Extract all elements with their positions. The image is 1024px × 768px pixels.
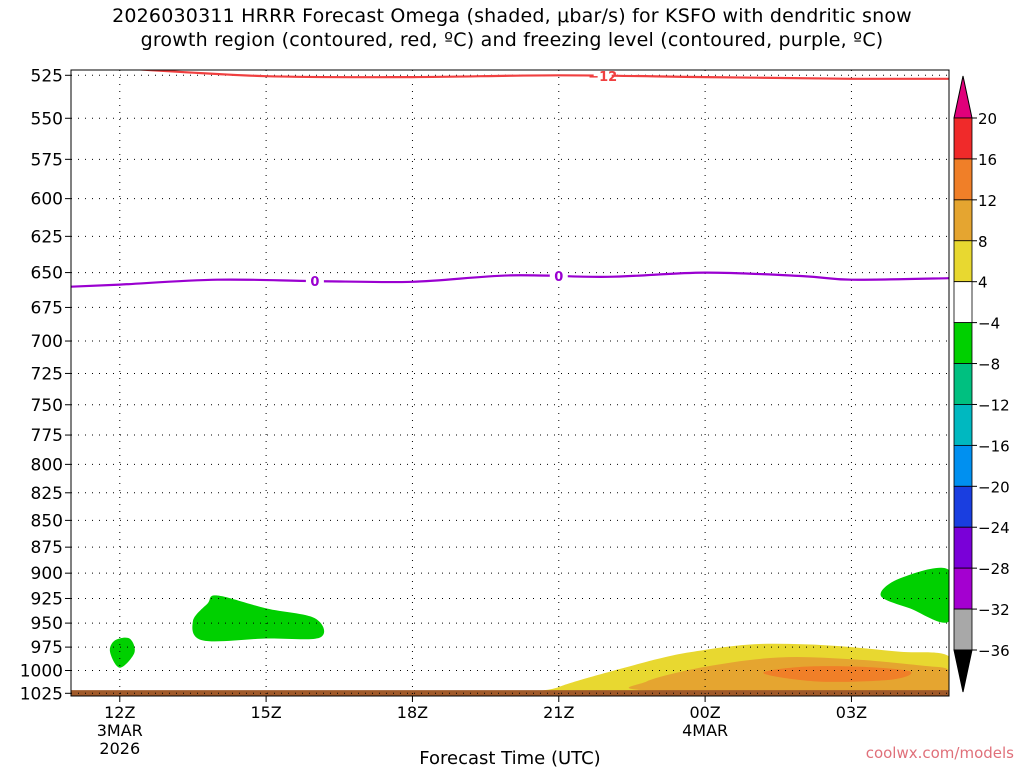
colorbar-label-2: 12 [978,192,997,210]
colorbar-top-triangle [953,75,973,119]
x-tick-label-18Z: 18Z [397,703,428,722]
colorbar-swatch-4 [953,281,973,324]
colorbar-label-7: −12 [978,396,1010,414]
colorbar-swatch-7 [953,404,973,446]
x-tick-label-15Z: 15Z [250,703,281,722]
colorbar-label-5: −4 [978,315,1000,333]
contour-label-bg-0-0 [593,70,612,83]
plot-frame [70,69,950,697]
y-tick-label-825: 825 [31,484,63,504]
y-tick-label-700: 700 [31,332,63,352]
colorbar-label-9: −20 [978,478,1010,496]
y-tick-label-1025: 1025 [20,684,63,704]
y-tick-label-800: 800 [31,455,63,475]
colorbar-label-0: 20 [978,110,997,128]
colorbar-label-4: 4 [978,274,988,292]
site-credit: coolwx.com/models [865,744,1014,762]
colorbar-swatch-1 [953,158,973,201]
y-tick-label-975: 975 [31,638,63,658]
colorbar-label-11: −28 [978,560,1010,578]
colorbar-swatch-11 [953,567,973,610]
y-tick-label-775: 775 [31,426,63,446]
y-tick-label-725: 725 [31,364,63,384]
y-tick-label-875: 875 [31,538,63,558]
colorbar-label-1: 16 [978,151,997,169]
contour-label-bg-1-0 [305,274,324,289]
colorbar-swatch-9 [953,485,973,528]
y-tick-label-650: 650 [31,264,63,284]
colorbar-bottom-triangle [953,649,973,693]
colorbar-label-3: 8 [978,233,988,251]
colorbar: 20 16 12 8 4 −4 −8 −12 −16 −20 −24 −28 −32 −36 [953,75,1010,693]
colorbar-swatch-10 [953,526,973,569]
colorbar-label-13: −36 [978,642,1010,660]
contour-label-0-0: −12 [588,70,617,85]
plot-area [71,70,949,696]
x-tick-label-03Z: 03Z [836,703,867,722]
colorbar-label-8: −16 [978,437,1010,455]
y-tick-label-550: 550 [31,109,63,129]
x-axis-label: Forecast Time (UTC) [419,748,600,768]
colorbar-label-12: −32 [978,601,1010,619]
colorbar-swatch-5 [953,322,973,364]
y-tick-label-900: 900 [31,564,63,584]
y-tick-label-750: 750 [31,396,63,416]
y-tick-label-850: 850 [31,511,63,531]
y-tick-label-600: 600 [31,190,63,210]
omega-shaded-region-0 [109,637,135,668]
y-tick-label-925: 925 [31,589,63,609]
contour-line-1 [71,271,949,288]
colorbar-swatch-12 [953,608,973,651]
chart-title-line-2: growth region (contoured, red, ºC) and f… [140,29,884,51]
colorbar-swatch-0 [953,117,973,160]
x-tick-date-label-3MAR: 3MAR [97,721,143,740]
colorbar-swatch-2 [953,199,973,242]
colorbar-label-6: −8 [978,356,1000,374]
x-tick-label-21Z: 21Z [543,703,574,722]
chart-title-line-1: 2026030311 HRRR Forecast Omega (shaded, … [112,5,912,27]
shaded-omega-layer [71,567,949,696]
y-tick-label-950: 950 [31,614,63,634]
x-tick-label-00Z: 00Z [689,703,720,722]
omega-shaded-region-2 [880,567,949,623]
colorbar-swatch-8 [953,444,973,487]
contour-layer: −12 0 0 [71,70,949,290]
x-tick-date-label-2026: 2026 [99,739,140,758]
contour-line-0 [131,70,949,81]
x-tick-date-label-4MAR: 4MAR [682,721,728,740]
omega-shaded-region-5 [763,666,912,682]
y-axis: 525 550 575 600 625 650 675 700 725 750 775 800 825 8… [20,66,71,704]
chart-title: 2026030311 HRRR Forecast Omega (shaded, … [0,4,1024,52]
contour-label-1-1: 0 [554,270,563,285]
y-tick-label-1000: 1000 [20,661,63,681]
y-tick-label-525: 525 [31,66,63,86]
colorbar-label-10: −24 [978,519,1010,537]
omega-shaded-region-1 [192,595,325,642]
colorbar-swatch-6 [953,363,973,405]
contour-label-1-0: 0 [310,275,319,290]
y-tick-label-625: 625 [31,227,63,247]
y-tick-label-675: 675 [31,298,63,318]
contour-label-bg-1-1 [549,269,568,284]
surface-band [71,690,949,696]
colorbar-swatch-3 [953,240,973,283]
y-tick-label-575: 575 [31,150,63,170]
x-tick-label-12Z: 12Z [104,703,135,722]
